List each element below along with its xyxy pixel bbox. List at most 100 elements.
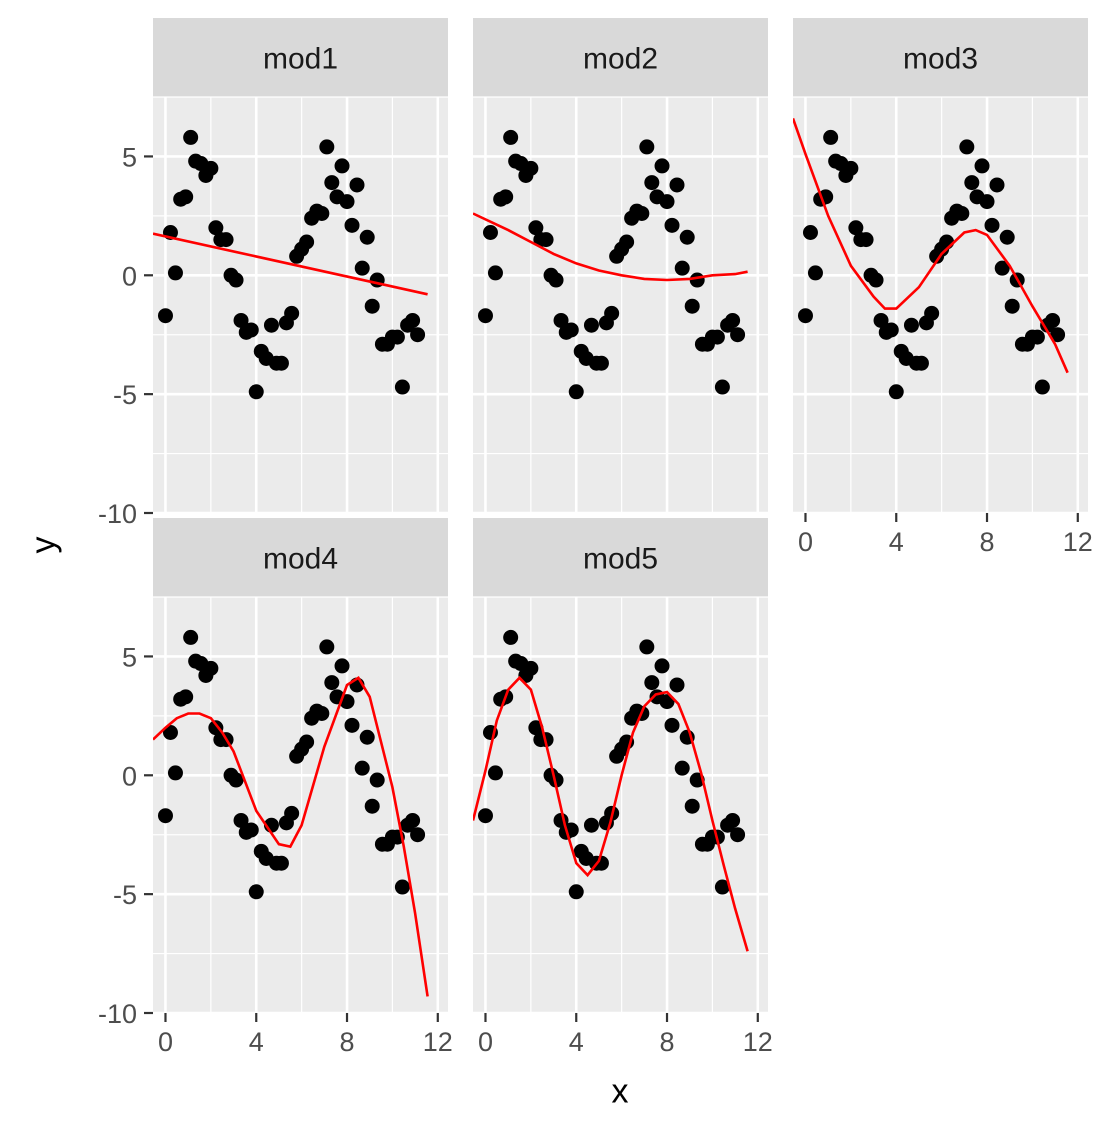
data-point xyxy=(354,260,370,276)
facet-strip-label: mod1 xyxy=(263,43,338,76)
data-point xyxy=(389,329,405,345)
data-point xyxy=(248,384,264,400)
data-point xyxy=(359,229,375,245)
data-point xyxy=(243,322,259,338)
data-point xyxy=(324,675,340,691)
data-point xyxy=(994,260,1010,276)
data-point xyxy=(843,160,859,176)
y-tick-label: -5 xyxy=(113,880,137,910)
data-point xyxy=(913,355,929,371)
data-point xyxy=(709,329,725,345)
y-tick-label: -10 xyxy=(98,499,137,529)
data-point xyxy=(684,298,700,314)
fit-line xyxy=(793,117,1069,374)
y-tick-label: -5 xyxy=(113,380,137,410)
data-point xyxy=(1004,298,1020,314)
x-axis-title: x xyxy=(611,1072,629,1111)
fit-line xyxy=(473,675,749,952)
data-point xyxy=(1029,329,1045,345)
data-point xyxy=(654,158,670,174)
data-point xyxy=(730,827,746,843)
x-tick-label: 4 xyxy=(889,527,904,557)
data-point xyxy=(284,805,300,821)
data-point xyxy=(689,272,705,288)
x-tick-label: 12 xyxy=(423,1027,453,1057)
data-point xyxy=(1050,327,1066,343)
data-point xyxy=(959,139,975,155)
data-point xyxy=(903,317,919,333)
data-point xyxy=(868,272,884,288)
data-point xyxy=(528,220,544,236)
x-tick-label: 12 xyxy=(743,1027,773,1057)
data-point xyxy=(208,720,224,736)
data-point xyxy=(233,812,249,828)
data-point xyxy=(334,158,350,174)
data-point xyxy=(410,327,426,343)
data-point xyxy=(679,229,695,245)
data-point xyxy=(503,129,519,145)
data-point xyxy=(669,177,685,193)
data-point xyxy=(354,760,370,776)
facet-strip-label: mod3 xyxy=(903,43,978,76)
data-point xyxy=(669,677,685,693)
data-point xyxy=(725,812,741,828)
data-point xyxy=(644,175,660,191)
data-point xyxy=(604,305,620,321)
data-point xyxy=(730,327,746,343)
data-point xyxy=(263,317,279,333)
data-point xyxy=(477,808,493,824)
data-point xyxy=(674,760,690,776)
data-point xyxy=(394,379,410,395)
data-point xyxy=(208,220,224,236)
data-point xyxy=(157,308,173,324)
data-point xyxy=(248,884,264,900)
data-point xyxy=(528,720,544,736)
fit-line xyxy=(473,212,748,282)
data-point xyxy=(324,175,340,191)
data-point xyxy=(858,232,874,248)
data-point xyxy=(218,232,234,248)
data-point xyxy=(538,232,554,248)
data-point xyxy=(583,317,599,333)
data-point xyxy=(167,765,183,781)
data-point xyxy=(659,194,675,210)
data-point xyxy=(797,308,813,324)
facet-strip-label: mod2 xyxy=(583,43,658,76)
data-point xyxy=(674,260,690,276)
y-tick-label: 0 xyxy=(122,261,137,291)
data-point xyxy=(639,139,655,155)
data-point xyxy=(644,675,660,691)
data-point xyxy=(984,217,1000,233)
data-point xyxy=(725,312,741,328)
data-point xyxy=(203,660,219,676)
data-point xyxy=(162,724,178,740)
x-tick-label: 4 xyxy=(249,1027,264,1057)
data-point xyxy=(157,808,173,824)
data-point xyxy=(243,822,259,838)
data-point xyxy=(974,158,990,174)
panel-mod3: mod3 0 4 8 12 xyxy=(793,18,1093,557)
data-point xyxy=(714,879,730,895)
panel-mod5: mod5 0 4 8 12 xyxy=(473,518,773,1057)
data-point xyxy=(314,205,330,221)
data-point xyxy=(964,175,980,191)
panel-mod2: mod2 xyxy=(473,18,768,515)
data-point xyxy=(583,817,599,833)
data-point xyxy=(989,177,1005,193)
x-tick-label: 8 xyxy=(980,527,995,557)
data-point xyxy=(319,139,335,155)
data-point xyxy=(273,855,289,871)
data-point xyxy=(954,205,970,221)
data-point xyxy=(487,765,503,781)
data-point xyxy=(823,129,839,145)
data-point xyxy=(299,234,315,250)
data-point xyxy=(299,734,315,750)
data-point xyxy=(334,658,350,674)
data-point xyxy=(999,229,1015,245)
facet-strip xyxy=(473,518,768,597)
data-point xyxy=(848,220,864,236)
data-point xyxy=(364,798,380,814)
data-point xyxy=(802,224,818,240)
data-point xyxy=(873,312,889,328)
data-point xyxy=(548,272,564,288)
